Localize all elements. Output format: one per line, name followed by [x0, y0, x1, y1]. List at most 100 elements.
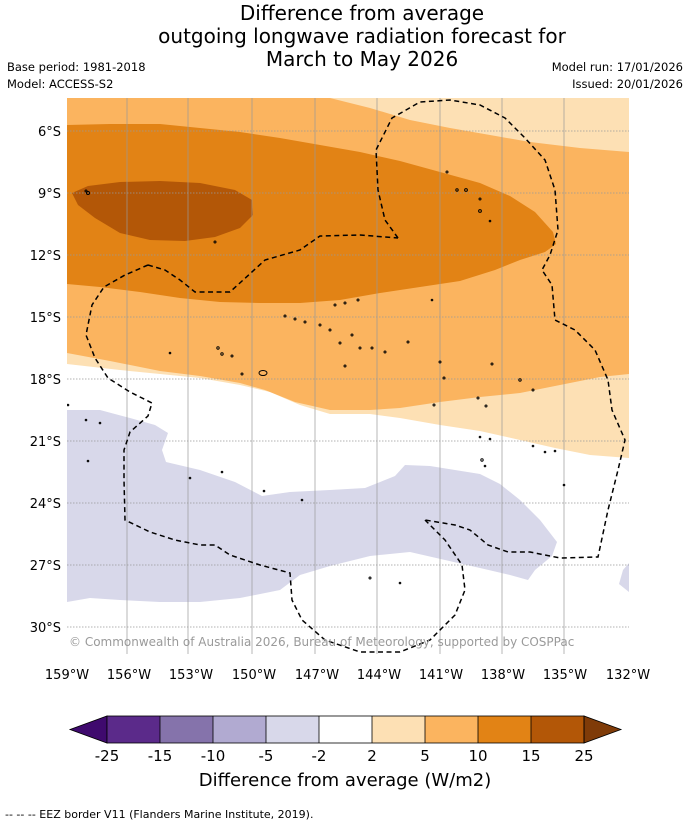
colorbar-label: 2 — [367, 747, 377, 765]
island — [553, 449, 557, 453]
lon-label-153w: 153°W — [169, 668, 213, 683]
island — [531, 388, 535, 392]
island — [383, 350, 387, 354]
island — [216, 346, 220, 350]
eez-border-cook-islands — [85, 264, 466, 653]
lat-label-27s: 27°S — [30, 559, 61, 574]
island — [350, 333, 354, 337]
colorbar-label: 5 — [420, 747, 430, 765]
island — [293, 317, 297, 321]
island — [464, 188, 468, 192]
lat-label-15s: 15°S — [30, 311, 61, 326]
colorbar-label: -25 — [95, 747, 120, 765]
eez-border-french-polynesia — [375, 99, 626, 559]
island — [490, 362, 494, 366]
title-line-3: March to May 2026 — [265, 47, 459, 71]
colorbar-bin — [319, 716, 372, 743]
island — [488, 219, 492, 223]
lon-label-132w: 132°W — [606, 668, 650, 683]
lat-label-6s: 6°S — [38, 125, 61, 140]
copyright-notice: © Commonwealth of Australia 2026, Bureau… — [69, 635, 574, 649]
island — [368, 576, 372, 580]
colorbar-labels: -25 -15 -10 -5 -2 2 5 10 15 25 — [95, 747, 594, 765]
lat-label-9s: 9°S — [38, 187, 61, 202]
gridlines — [67, 98, 629, 654]
island — [240, 372, 244, 376]
island — [318, 323, 322, 327]
island — [67, 403, 70, 407]
island — [430, 298, 434, 302]
chart-title: Difference from average outgoing longwav… — [0, 2, 690, 71]
island — [518, 378, 522, 382]
colorbar-label: 25 — [574, 747, 593, 765]
lat-label-18s: 18°S — [30, 373, 61, 388]
island — [445, 170, 449, 174]
island — [543, 450, 547, 454]
model-name: Model: ACCESS-S2 — [7, 77, 114, 91]
colorbar-label: -5 — [259, 747, 274, 765]
island — [476, 396, 480, 400]
title-line-2: outgoing longwave radiation forecast for — [158, 24, 566, 48]
longitude-labels: 159°W 156°W 153°W 150°W 147°W 144°W 141°… — [45, 668, 650, 683]
island — [478, 435, 482, 439]
eez-legend-note: -- -- -- EEZ border V11 (Flanders Marine… — [5, 808, 314, 821]
colorbar-upper-extension — [583, 715, 623, 744]
island — [303, 320, 307, 324]
colorbar: -25 -15 -10 -5 -2 2 5 10 15 25 — [68, 715, 623, 765]
island — [300, 498, 304, 502]
colorbar-bin — [160, 716, 213, 743]
colorbar-bin — [531, 716, 584, 743]
island — [84, 418, 88, 422]
island — [531, 444, 535, 448]
lon-label-147w: 147°W — [295, 668, 339, 683]
island — [478, 197, 482, 201]
lon-label-156w: 156°W — [107, 668, 151, 683]
island — [343, 301, 347, 305]
island — [483, 464, 487, 468]
lon-label-138w: 138°W — [481, 668, 525, 683]
island — [406, 340, 410, 344]
latitude-labels: 6°S 9°S 12°S 15°S 18°S 21°S 24°S 27°S 30… — [30, 125, 61, 636]
anomaly-region-minus5-minus2 — [67, 410, 557, 602]
model-run: Model run: 17/01/2026 — [551, 60, 683, 74]
island — [283, 314, 287, 318]
colorbar-bin — [107, 716, 160, 743]
island — [86, 191, 90, 195]
island — [432, 403, 436, 407]
island — [258, 370, 268, 376]
colorbar-bin — [372, 716, 425, 743]
colorbar-dividers — [159, 716, 532, 743]
colorbar-bin — [478, 716, 531, 743]
island — [338, 341, 342, 345]
island — [488, 437, 492, 441]
colorbar-outline — [106, 715, 585, 744]
island — [562, 483, 566, 487]
island — [220, 470, 224, 474]
island — [356, 298, 360, 302]
lon-label-144w: 144°W — [357, 668, 401, 683]
eez-border-cook-north — [147, 234, 399, 293]
island — [442, 376, 446, 380]
anomaly-region-15-25 — [72, 181, 253, 241]
colorbar-bin — [425, 716, 478, 743]
island — [343, 364, 347, 368]
island — [230, 354, 234, 358]
island — [333, 303, 337, 307]
anomaly-region-minus5-minus2-east — [619, 563, 629, 592]
colorbar-title: Difference from average (W/m2) — [198, 770, 492, 791]
island — [188, 476, 192, 480]
island — [328, 328, 332, 332]
island — [484, 404, 488, 408]
island — [86, 459, 90, 463]
colorbar-label: -15 — [148, 747, 173, 765]
island — [98, 421, 102, 425]
islands — [67, 170, 566, 585]
lat-label-30s: 30°S — [30, 621, 61, 636]
island — [168, 351, 172, 355]
island — [358, 346, 362, 350]
island — [220, 352, 224, 356]
lat-label-21s: 21°S — [30, 435, 61, 450]
island — [438, 360, 442, 364]
lon-label-150w: 150°W — [232, 668, 276, 683]
